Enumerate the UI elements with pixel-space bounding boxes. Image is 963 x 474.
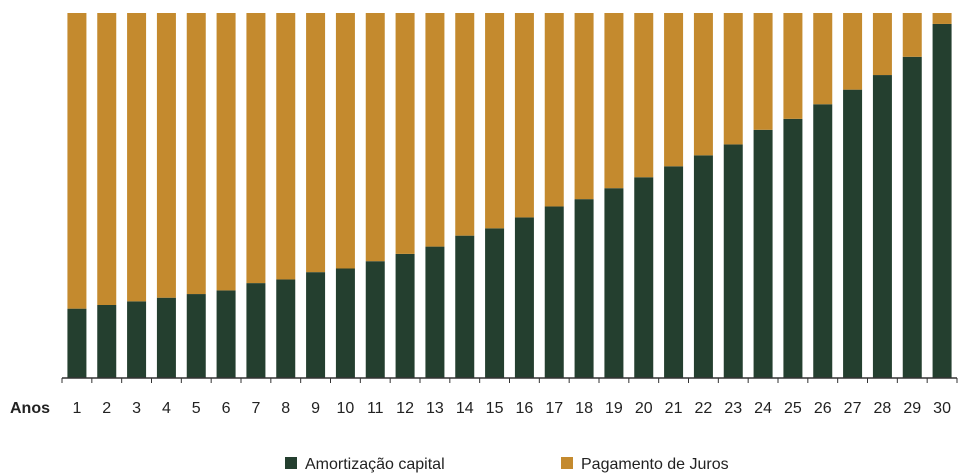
- bar-juros-18: [574, 13, 594, 200]
- bar-amortizacao-16: [514, 217, 534, 378]
- x-tick-label-12: 12: [396, 400, 414, 417]
- bar-juros-28: [872, 13, 892, 76]
- bar-amortizacao-18: [574, 199, 594, 378]
- x-tick-label-13: 13: [426, 400, 444, 417]
- x-tick-label-15: 15: [486, 400, 504, 417]
- bar-juros-17: [544, 13, 564, 207]
- bar-juros-9: [306, 13, 326, 273]
- legend-label-juros: Pagamento de Juros: [581, 456, 729, 473]
- bar-amortizacao-17: [544, 206, 564, 378]
- bar-juros-12: [395, 13, 415, 254]
- bar-juros-20: [634, 13, 654, 178]
- x-tick-label-11: 11: [367, 400, 384, 417]
- x-tick-label-14: 14: [456, 400, 474, 417]
- bar-juros-7: [246, 13, 266, 284]
- bar-amortizacao-24: [753, 129, 773, 378]
- x-tick-label-20: 20: [635, 400, 653, 417]
- bar-juros-23: [723, 13, 743, 145]
- x-axis-title: Anos: [10, 400, 50, 417]
- x-tick-label-4: 4: [162, 400, 171, 417]
- bar-amortizacao-25: [783, 118, 803, 378]
- bar-juros-21: [664, 13, 684, 167]
- x-tick-label-22: 22: [695, 400, 713, 417]
- x-tick-label-28: 28: [874, 400, 892, 417]
- bar-juros-14: [455, 13, 475, 236]
- x-tick-label-18: 18: [575, 400, 593, 417]
- bar-amortizacao-28: [872, 75, 892, 379]
- x-tick-label-30: 30: [933, 400, 951, 417]
- legend: Amortização capital Pagamento de Juros: [285, 456, 729, 473]
- x-tick-label-1: 1: [72, 400, 81, 417]
- bar-juros-10: [335, 13, 355, 269]
- x-tick-label-26: 26: [814, 400, 832, 417]
- bar-juros-15: [485, 13, 505, 229]
- bar-amortizacao-8: [276, 279, 296, 378]
- bar-juros-29: [902, 13, 922, 57]
- x-tick-label-6: 6: [222, 400, 231, 417]
- x-tick-label-2: 2: [102, 400, 111, 417]
- bar-group: [67, 13, 952, 379]
- legend-swatch-amortizacao: [285, 457, 297, 469]
- bar-amortizacao-4: [156, 297, 176, 378]
- bar-amortizacao-5: [186, 294, 206, 378]
- bar-amortizacao-13: [425, 246, 445, 378]
- bar-juros-13: [425, 13, 445, 247]
- bar-juros-26: [813, 13, 833, 105]
- x-tick-label-19: 19: [605, 400, 623, 417]
- x-tick-label-10: 10: [337, 400, 355, 417]
- bar-juros-2: [97, 13, 117, 305]
- bar-juros-3: [127, 13, 147, 302]
- bar-amortizacao-19: [604, 188, 624, 378]
- bar-amortizacao-12: [395, 253, 415, 378]
- bar-amortizacao-15: [485, 228, 505, 378]
- x-tick-label-23: 23: [724, 400, 742, 417]
- bar-amortizacao-27: [843, 89, 863, 379]
- bar-amortizacao-23: [723, 144, 743, 378]
- x-tick-label-27: 27: [844, 400, 862, 417]
- bar-juros-16: [514, 13, 534, 218]
- bar-amortizacao-2: [97, 305, 117, 378]
- bar-juros-4: [156, 13, 176, 298]
- x-tick-label-17: 17: [545, 400, 563, 417]
- x-tick-label-16: 16: [516, 400, 534, 417]
- bar-amortizacao-30: [932, 23, 952, 378]
- bar-juros-22: [693, 13, 713, 156]
- bar-amortizacao-6: [216, 290, 236, 378]
- bar-amortizacao-11: [365, 261, 385, 378]
- x-tick-label-9: 9: [311, 400, 320, 417]
- bar-amortizacao-1: [67, 308, 87, 378]
- x-tick-label-8: 8: [281, 400, 290, 417]
- bar-juros-27: [843, 13, 863, 90]
- x-tick-label-21: 21: [665, 400, 683, 417]
- legend-swatch-juros: [561, 457, 573, 469]
- bar-amortizacao-7: [246, 283, 266, 378]
- x-tick-label-3: 3: [132, 400, 141, 417]
- bar-amortizacao-21: [664, 166, 684, 378]
- x-tick-label-7: 7: [251, 400, 260, 417]
- bar-juros-5: [186, 13, 206, 295]
- legend-label-amortizacao: Amortização capital: [305, 456, 445, 473]
- bar-juros-19: [604, 13, 624, 189]
- bar-amortizacao-14: [455, 235, 475, 378]
- bar-amortizacao-26: [813, 104, 833, 378]
- bar-juros-24: [753, 13, 773, 130]
- x-tick-label-25: 25: [784, 400, 802, 417]
- bar-juros-30: [932, 13, 952, 24]
- bar-juros-8: [276, 13, 296, 280]
- bar-amortizacao-9: [306, 272, 326, 378]
- bar-amortizacao-10: [335, 268, 355, 378]
- x-tick-label-29: 29: [903, 400, 921, 417]
- x-tick-label-24: 24: [754, 400, 772, 417]
- bar-amortizacao-29: [902, 56, 922, 379]
- bar-amortizacao-22: [693, 155, 713, 378]
- bar-juros-25: [783, 13, 803, 119]
- bar-amortizacao-20: [634, 177, 654, 378]
- bar-juros-1: [67, 13, 87, 309]
- bar-amortizacao-3: [127, 301, 147, 378]
- bar-juros-6: [216, 13, 236, 291]
- x-axis-ticks: 1 2 3 4 5 6 7 8 9 10 11 12 13 14 15 16 17 18 19 20 21 22 23 24 2…: [61, 378, 958, 417]
- x-tick-label-5: 5: [192, 400, 201, 417]
- bar-juros-11: [365, 13, 385, 262]
